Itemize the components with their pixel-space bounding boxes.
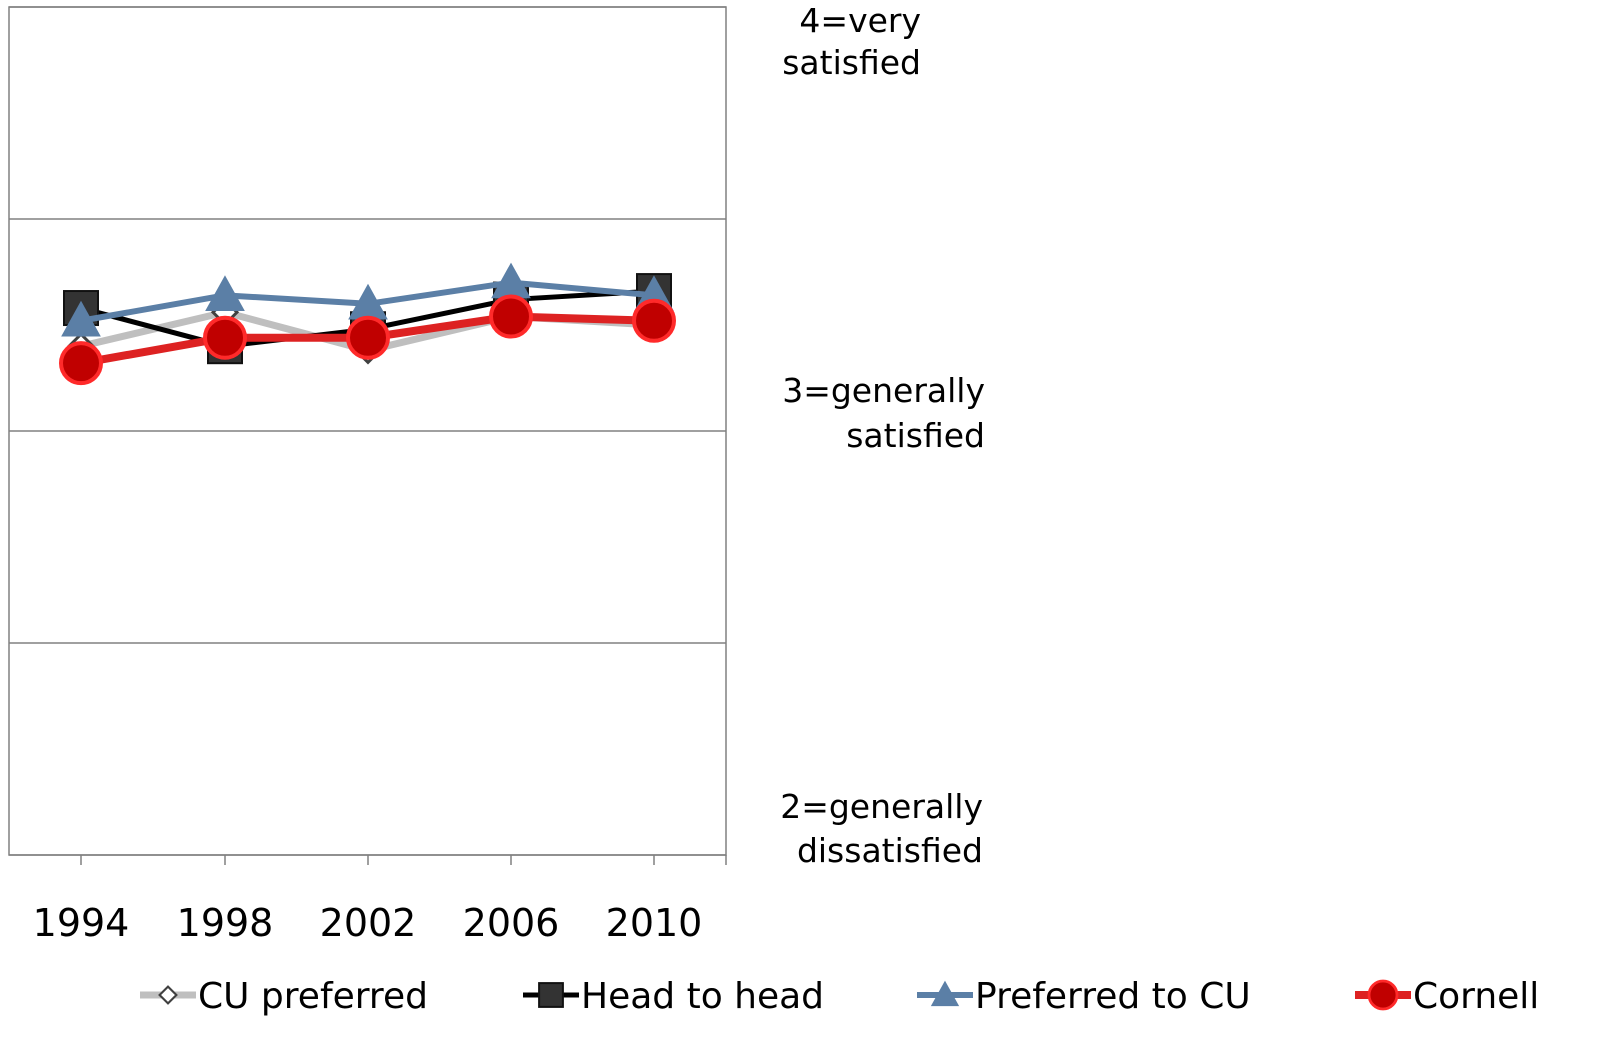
- marker-circle: [203, 315, 247, 360]
- legend-label: Preferred to CU: [975, 976, 1251, 1017]
- series-layer: [59, 262, 676, 386]
- marker-circle: [59, 341, 103, 386]
- marker-diamond: [158, 985, 178, 1005]
- series-cornell: [59, 294, 676, 386]
- legend-item: Cornell: [1355, 976, 1539, 1017]
- legend-item: Preferred to CU: [917, 976, 1251, 1017]
- legend-label: Head to head: [581, 976, 824, 1017]
- x-tick-label: 2010: [606, 901, 703, 945]
- marker-circle: [489, 294, 533, 339]
- x-tick-label: 1998: [177, 901, 274, 945]
- marker-circle: [632, 298, 676, 343]
- legend-item: Head to head: [523, 976, 824, 1017]
- x-tick-label: 2002: [320, 901, 417, 945]
- y-axis-label: 3=generally satisfied: [782, 371, 985, 455]
- x-tick-label: 1994: [33, 901, 130, 945]
- marker-triangle: [930, 980, 960, 1007]
- x-tick-label: 2006: [463, 901, 560, 945]
- y-axis-label: 2=generally dissatisfied: [780, 787, 983, 870]
- y-axis-labels: 4=very satisfied 3=generally satisfied 2=gen…: [780, 1, 985, 870]
- y-axis-label: 4=very satisfied: [782, 1, 921, 82]
- legend-label: Cornell: [1413, 976, 1539, 1017]
- legend: CU preferred Head to head Preferred to CU C…: [140, 976, 1539, 1017]
- legend-label: CU preferred: [198, 976, 428, 1017]
- marker-triangle: [61, 300, 101, 337]
- marker-circle: [1367, 979, 1399, 1011]
- legend-item: CU preferred: [140, 976, 428, 1017]
- grid-layer: [9, 6, 726, 856]
- marker-triangle: [491, 262, 531, 299]
- marker-triangle: [205, 275, 245, 312]
- x-axis: 1994 1998 2002 2006 2010: [33, 855, 727, 945]
- marker-square: [538, 982, 564, 1008]
- marker-circle: [346, 315, 390, 360]
